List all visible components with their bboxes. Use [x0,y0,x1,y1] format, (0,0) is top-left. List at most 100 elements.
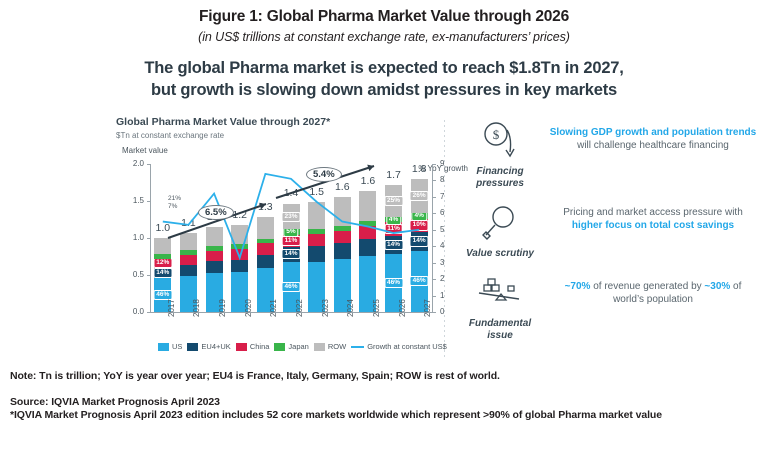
footer-source: Source: IQVIA Market Prognosis April 202… [10,396,220,408]
magnifier-icon [482,206,514,240]
bar-segment-eu4-uk: 14% [409,232,429,251]
y-tick-mark-left [147,312,150,313]
bar-segment-china [359,225,377,240]
fundamental-label: Fundamental issue [468,318,532,341]
legend-item-japan[interactable]: Japan [274,342,309,351]
bar-2022[interactable]: 46% 14% 11% 5% 23% [281,203,301,312]
bar-segment-us: 46% [409,250,429,312]
y-tick-mark-left [147,164,150,165]
cagr-arrow-1 [167,202,267,239]
y-tick-mark-right [433,246,436,248]
y-axis-right [432,164,433,312]
bar-segment-us: 46% [281,261,301,312]
bar-segment-row [179,232,197,251]
y-tick-right: 9 [440,159,445,168]
segment-label: 26% [409,191,429,202]
legend-item-eu4-uk[interactable]: EU4+UK [187,342,231,351]
legend-item-us[interactable]: US [158,342,182,351]
footer: Note: Tn is trillion; YoY is year over y… [10,370,760,421]
y-tick-mark-left [147,275,150,276]
y-tick-right: 2 [440,274,445,284]
bar-segment-japan [179,250,197,255]
chart-title: Global Pharma Market Value through 2027* [116,116,331,128]
bar-segment-row: 26% [409,178,429,214]
bar-segment-row [359,190,377,221]
bar-segment-row [308,202,326,229]
chart-panel: Global Pharma Market Value through 2027*… [108,116,768,364]
segment-label: 14% [281,249,301,260]
plot-area: Market value % YoY growth 0.0 0.5 1.0 1.5 2.… [116,146,468,361]
y-tick-right: 5 [440,224,445,234]
legend-swatch [158,342,169,351]
cagr-badge-1: 6.5% [198,205,234,220]
bar-2023[interactable] [308,202,326,312]
bar-2020[interactable] [231,224,249,312]
headline-line-1: The global Pharma market is expected to … [144,59,624,77]
value-scrutiny-text: Pricing and market access pressure with … [563,207,743,232]
bar-2019[interactable] [205,226,223,312]
bar-total-label: 1.7 [386,169,401,182]
figure-title: Figure 1: Global Pharma Market Value thr… [198,8,570,25]
legend-label: EU4+UK [201,342,231,351]
y-tick-mark-right [433,213,436,215]
y-tick-mark-right [433,295,436,297]
segment-label: 46% [384,277,404,288]
legend-item-growth-at-constant-us-[interactable]: Growth at constant US$ [351,342,447,351]
driver-financing-pressures: $ Financing pressures Slowing GDP growth… [452,120,758,190]
bar-segment-eu4-uk [205,260,223,273]
annotation-2017-row: 21% [168,195,182,202]
legend-swatch [235,342,247,351]
legend-label: Japan [288,342,309,351]
y-tick-right: 8 [440,175,445,185]
y-tick-mark-left [147,201,150,202]
y-tick-right: 3 [440,257,445,267]
x-axis [150,312,433,313]
bar-segment-us [333,259,351,312]
bar-total-label: 1.6 [360,174,376,187]
y-tick-left: 1.0 [132,233,144,242]
bar-segment-japan [154,253,172,259]
bar-2017[interactable]: 46% 14% 12% [153,238,173,312]
bar-segment-us: 46% [384,253,404,312]
dollar-down-icon: $ [484,122,515,158]
bar-segment-eu4-uk [256,254,274,269]
svg-text:$: $ [493,127,500,142]
legend-swatch [274,342,286,351]
y-tick-right: 0 [440,307,445,316]
bar-segment-eu4-uk: 14% [281,246,301,262]
bar-segment-row [154,238,172,254]
legend-item-china[interactable]: China [235,342,269,351]
y-tick-left: 2.0 [132,159,144,168]
plot-canvas: 0.0 0.5 1.0 1.5 2.0 0 1 2 3 4 5 6 7 8 9 46% 14% 12% 1.0 201… [133,159,445,317]
segment-label: 46% [281,281,301,293]
bar-segment-eu4-uk [179,264,197,276]
bar-segment-japan [308,228,326,235]
bar-segment-eu4-uk [231,259,249,272]
bar-total-label: 1.0 [155,222,171,234]
bar-segment-row [231,224,249,244]
legend-swatch [187,342,199,351]
bar-2021[interactable] [256,216,274,312]
bar-2026[interactable]: 46% 14% 11% 4% 25% [384,185,404,312]
bar-segment-japan [231,243,249,250]
bar-total-label: 1.6 [334,181,350,194]
bar-2018[interactable] [179,232,197,312]
bar-segment-eu4-uk [308,246,326,262]
legend-item-row[interactable]: ROW [313,342,346,351]
financing-text: Slowing GDP growth and population trends… [549,127,757,152]
segment-label: 46% [409,276,429,287]
bar-segment-us [205,272,223,312]
headline-line-2: but growth is slowing down amidst pressu… [150,80,618,99]
segment-label: 46% [153,289,173,301]
left-axis-caption: Market value [122,146,168,155]
bar-segment-us: 46% [153,277,173,312]
fundamental-text: ~70% of revenue generated by ~30% of wor… [564,281,742,306]
bar-2025[interactable] [359,190,377,312]
bar-total-label: 1.5 [309,186,324,199]
legend-swatch [313,342,325,351]
y-tick-right: 7 [440,191,445,201]
bar-segment-row [256,216,274,239]
bar-segment-japan [205,245,223,251]
legend-label: US [172,342,183,351]
financing-label: Financing pressures [476,166,524,189]
